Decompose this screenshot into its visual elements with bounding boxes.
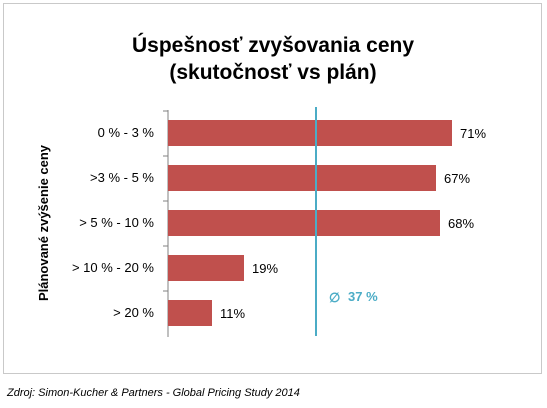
bar <box>168 165 436 191</box>
bar-value-label: 68% <box>448 216 474 231</box>
source-note: Zdroj: Simon-Kucher & Partners - Global … <box>7 387 300 399</box>
chart-title-line2: (skutočnosť vs plán) <box>169 61 376 84</box>
category-tick-label: > 5 % - 10 % <box>79 215 154 230</box>
bar-chart: Úspešnosť zvyšovania ceny (skutočnosť vs… <box>36 33 486 337</box>
bar <box>168 120 452 146</box>
category-tick-label: > 20 % <box>113 305 154 320</box>
bar-value-label: 19% <box>252 261 278 276</box>
chart-frame <box>3 3 542 374</box>
category-tick-label: > 10 % - 20 % <box>72 260 154 275</box>
chart-title-line1: Úspešnosť zvyšovania ceny <box>132 33 414 57</box>
category-tick-label: >3 % - 5 % <box>90 170 154 185</box>
bar <box>168 210 440 236</box>
bar-value-label: 67% <box>444 171 470 186</box>
bar <box>168 255 244 281</box>
y-axis-label: Plánované zvýšenie ceny <box>36 144 51 301</box>
average-symbol: ∅ <box>329 290 340 305</box>
bar-value-label: 11% <box>220 306 245 321</box>
average-label: 37 % <box>348 289 378 304</box>
bar-value-label: 71% <box>460 126 486 141</box>
bar <box>168 300 212 326</box>
category-tick-label: 0 % - 3 % <box>98 125 155 140</box>
